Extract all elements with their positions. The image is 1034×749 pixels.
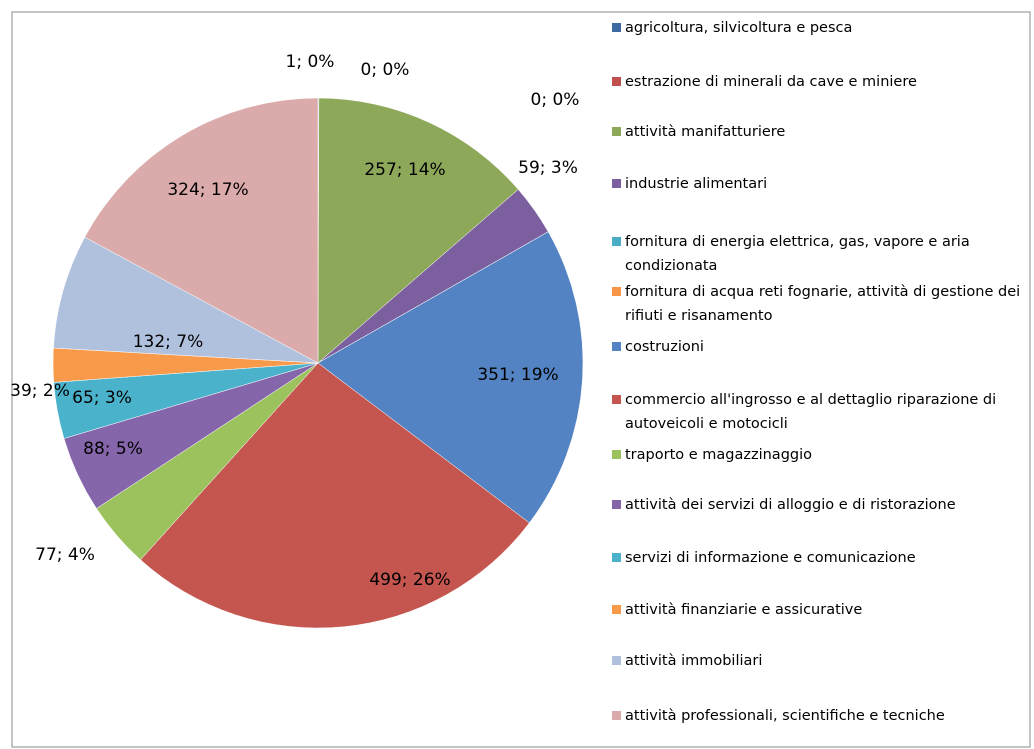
legend-swatch <box>612 656 621 665</box>
legend-swatch <box>612 711 621 720</box>
legend-entry: industrie alimentari <box>612 172 1032 196</box>
legend-label: attività dei servizi di alloggio e di ri… <box>625 497 956 513</box>
legend-label: traporto e magazzinaggio <box>625 447 812 463</box>
legend-swatch <box>612 179 621 188</box>
data-label: 1; 0% <box>286 52 335 72</box>
legend-label: agricoltura, silvicoltura e pesca <box>625 20 853 36</box>
legend-swatch <box>612 127 621 136</box>
legend-label: attività professionali, scientifiche e t… <box>625 708 945 724</box>
legend-entry: agricoltura, silvicoltura e pesca <box>612 16 1032 40</box>
data-label: 88; 5% <box>83 439 143 459</box>
pie-slice <box>53 236 319 364</box>
legend-swatch <box>612 605 621 614</box>
legend-entry: costruzioni <box>612 335 1032 359</box>
data-label: 324; 17% <box>167 180 248 200</box>
legend-label: fornitura di energia elettrica, gas, vap… <box>625 234 970 274</box>
data-label: 59; 3% <box>518 158 578 178</box>
pie-slice <box>84 97 319 364</box>
legend-entry: attività immobiliari <box>612 649 1032 673</box>
legend-swatch <box>612 237 621 246</box>
pie-slice <box>317 97 519 364</box>
data-label: 499; 26% <box>369 570 450 590</box>
legend-swatch <box>612 287 621 296</box>
legend-swatch <box>612 500 621 509</box>
legend-label: fornitura di acqua reti fognarie, attivi… <box>625 284 1021 324</box>
pie-slice <box>140 362 530 629</box>
legend-label: servizi di informazione e comunicazione <box>625 550 916 566</box>
legend-label: industrie alimentari <box>625 176 768 192</box>
legend-entry: attività dei servizi di alloggio e di ri… <box>612 493 1032 517</box>
legend-entry: attività manifatturiere <box>612 120 1032 144</box>
legend-entry: attività finanziarie e assicurative <box>612 598 1032 622</box>
legend-label: attività finanziarie e assicurative <box>625 602 863 618</box>
legend-swatch <box>612 395 621 404</box>
legend-swatch <box>612 450 621 459</box>
legend-label: estrazione di minerali da cave e miniere <box>625 74 917 90</box>
legend-entry: fornitura di acqua reti fognarie, attivi… <box>612 280 1032 328</box>
legend-entry: estrazione di minerali da cave e miniere <box>612 70 1032 94</box>
pie-slice <box>317 231 584 524</box>
legend-swatch <box>612 23 621 32</box>
legend-label: attività manifatturiere <box>625 124 786 140</box>
legend-entry: traporto e magazzinaggio <box>612 443 1032 467</box>
data-label: 65; 3% <box>72 388 132 408</box>
legend-label: attività immobiliari <box>625 653 763 669</box>
data-label: 132; 7% <box>133 332 204 352</box>
legend-entry: fornitura di energia elettrica, gas, vap… <box>612 230 1032 278</box>
legend-swatch <box>612 553 621 562</box>
data-label: 39; 2% <box>10 381 70 401</box>
legend-entry: commercio all'ingrosso e al dettaglio ri… <box>612 388 1032 436</box>
legend-label: commercio all'ingrosso e al dettaglio ri… <box>625 392 997 432</box>
legend-label: costruzioni <box>625 339 704 355</box>
data-label: 0; 0% <box>531 90 580 110</box>
data-label: 257; 14% <box>364 160 445 180</box>
data-label: 351; 19% <box>477 365 558 385</box>
legend-entry: attività professionali, scientifiche e t… <box>612 704 1032 728</box>
data-label: 77; 4% <box>35 545 95 565</box>
legend-entry: servizi di informazione e comunicazione <box>612 546 1032 570</box>
data-label: 0; 0% <box>361 60 410 80</box>
chart-frame <box>11 11 1031 748</box>
legend-swatch <box>612 77 621 86</box>
legend-swatch <box>612 342 621 351</box>
